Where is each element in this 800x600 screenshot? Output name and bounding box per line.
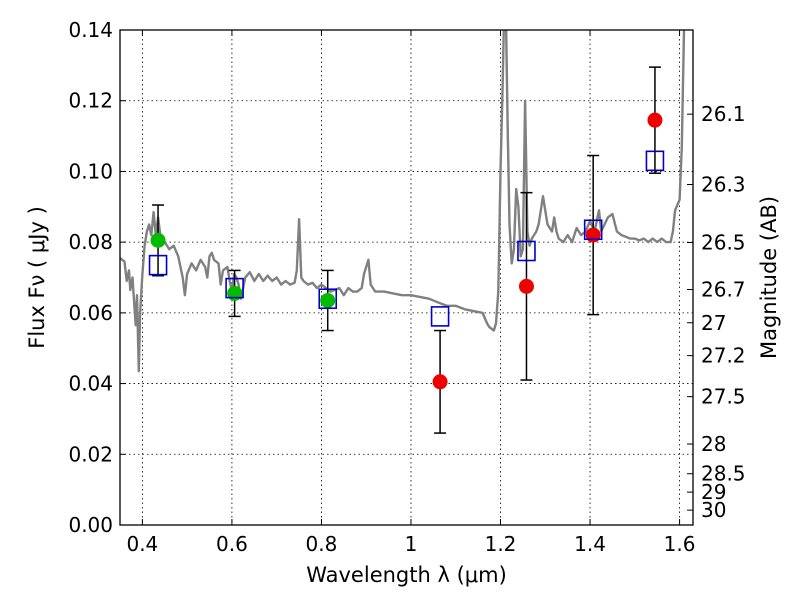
y-tick-label: 0.04 xyxy=(68,372,113,396)
x-tick-label: 0.6 xyxy=(216,532,248,556)
model-square xyxy=(225,277,244,299)
right-tick-label: 27.2 xyxy=(701,344,746,368)
model-square xyxy=(517,240,536,262)
data-point xyxy=(518,278,534,294)
error-bars xyxy=(152,66,661,434)
y-tick-label: 0.12 xyxy=(68,89,113,113)
spectrum-line xyxy=(120,30,686,373)
x-tick-label: 0.4 xyxy=(126,532,158,556)
y-tick-label: 0.06 xyxy=(68,301,113,325)
x-tick-label: 1.4 xyxy=(574,532,606,556)
data-point xyxy=(227,285,243,301)
x-tick-label: 1 xyxy=(405,532,418,556)
right-tick-label: 26.3 xyxy=(701,173,746,197)
right-axis-label: Magnitude (AB) xyxy=(757,196,781,359)
data-point xyxy=(150,232,166,248)
x-tick-label: 1.2 xyxy=(485,532,517,556)
model-spectrum xyxy=(120,30,686,373)
x-tick-label: 0.8 xyxy=(306,532,338,556)
right-tick-label: 28 xyxy=(701,432,726,456)
grid-lines xyxy=(120,30,693,525)
y-tick-label: 0.00 xyxy=(68,513,113,537)
model-square xyxy=(583,219,603,241)
data-point xyxy=(320,292,336,308)
right-tick-label: 26.7 xyxy=(701,278,746,302)
axis-ticks: 0.4 0.6 0.8 1 1.2 1.4 1.6 0.00 0.02 0.04 0.06 0.08 0… xyxy=(68,18,745,556)
model-square xyxy=(645,150,665,172)
photometry-points xyxy=(148,112,665,390)
right-tick-label: 29 xyxy=(701,480,726,504)
x-axis-label: Wavelength λ (μm) xyxy=(306,563,507,587)
model-square xyxy=(318,288,338,310)
right-tick-label: 27 xyxy=(701,311,726,335)
y-tick-label: 0.02 xyxy=(68,442,113,466)
data-point xyxy=(585,227,601,243)
y-tick-label: 0.10 xyxy=(68,159,113,183)
y-tick-label: 0.08 xyxy=(68,230,113,254)
data-point xyxy=(432,374,448,390)
right-tick-label: 28.5 xyxy=(701,462,746,486)
right-tick-label: 30 xyxy=(701,498,726,522)
y-axis-label: Flux Fν ( μJy ) xyxy=(25,206,49,349)
model-square xyxy=(430,306,450,327)
model-square xyxy=(148,254,168,276)
x-tick-label: 1.6 xyxy=(664,532,696,556)
data-point xyxy=(647,112,663,128)
right-tick-label: 26.1 xyxy=(701,102,746,126)
right-tick-label: 26.5 xyxy=(701,230,746,254)
y-tick-label: 0.14 xyxy=(68,18,113,42)
right-tick-label: 27.5 xyxy=(701,385,746,409)
plot-frame xyxy=(119,29,694,526)
